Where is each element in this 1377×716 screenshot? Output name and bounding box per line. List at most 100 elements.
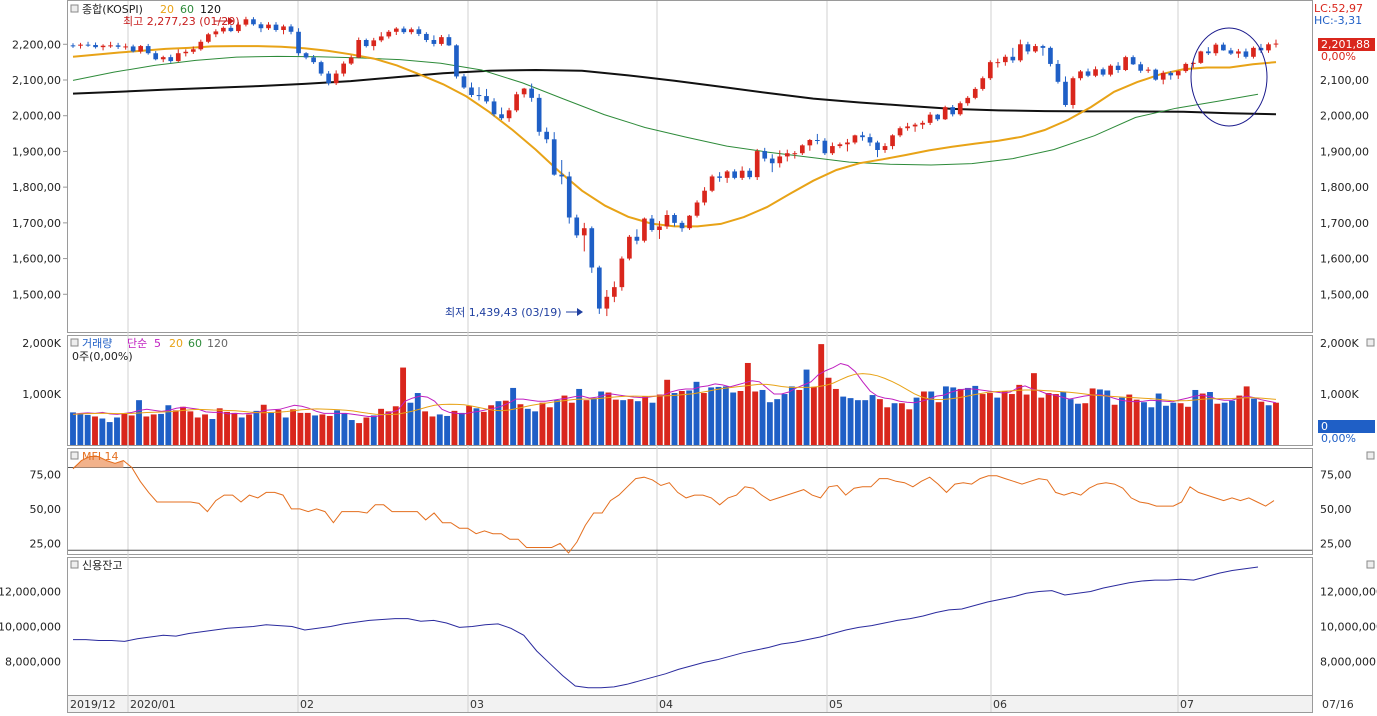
left-axis-strip [0,0,67,713]
candle-body [243,19,249,25]
candle-body [657,226,662,230]
volume-bar [165,405,172,445]
date-tick-label: 07 [1180,698,1194,711]
volume-status: 0주(0,00%) [72,350,133,363]
candle-body [1190,62,1196,64]
mfi-panel-toggle-icon[interactable] [70,451,79,460]
candle-body [183,51,189,54]
candle-body [957,103,963,115]
volume-bar [488,405,495,445]
price-legend-ma20: 20 [160,3,174,16]
candle-body [762,151,768,159]
credit-series [73,566,1259,689]
volume-panel-toggle-icon[interactable] [70,338,79,347]
candle-body [1175,71,1181,76]
volume-bar [92,416,98,445]
price-legend-ma120: 120 [200,3,221,16]
candle-body [326,73,331,84]
candle-body [724,171,730,178]
price-panel[interactable] [67,0,1313,333]
candle-body [717,176,722,178]
volume-bar [1229,400,1235,445]
candle-body [258,24,264,29]
candle-body [965,97,971,104]
candle-body [897,128,903,136]
mfi-panel-close-icon[interactable] [1366,451,1375,460]
volume-bar [1199,393,1206,445]
volume-bar [605,392,612,445]
candle-body [78,44,83,46]
price-panel-toggle-icon[interactable] [70,4,79,13]
volume-bar [1163,405,1169,445]
credit-panel-toggle-icon[interactable] [70,560,79,569]
volume-tick-label-right: 2,000K [1320,337,1359,350]
candle-body [1002,56,1008,63]
volume-moving-averages [72,362,1277,417]
volume-tick-label: 2,000K [22,337,61,350]
volume-bar [730,392,737,445]
volume-bar [1016,384,1023,445]
volume-current-percent: 0,00% [1321,432,1356,445]
volume-bar [722,386,729,445]
volume-bar [950,387,957,445]
candle-body [890,135,895,147]
volume-bar [121,413,128,445]
candle-body [566,176,572,218]
candle-body [175,53,181,62]
ma120-line [72,68,1277,116]
volume-bar [341,413,348,445]
volume-bar [620,400,627,445]
volume-bar [275,409,282,445]
candle-body [484,96,489,102]
credit-panel-close-icon[interactable] [1366,560,1375,569]
volume-bar [810,386,817,445]
candle-body [642,218,647,241]
volume-bar [143,416,150,445]
volume-bar [451,410,458,445]
candle-body [672,215,677,223]
candle-body [378,36,384,41]
candle-body [446,37,452,46]
volume-bar [1155,393,1162,445]
volume-bar [385,411,392,445]
candle-body [980,78,986,89]
volume-bar [1177,403,1184,445]
volume-bar [539,402,546,445]
mfi-tick-label-right: 50,00 [1320,503,1352,516]
volume-bar [891,403,898,445]
volume-current-value: 0 [1321,420,1328,433]
candle-body [1108,65,1113,75]
candle-body [1183,63,1189,72]
price-tick-label: 2,100,00 [12,74,61,87]
candle-body [1138,64,1143,71]
volume-bar [744,362,751,445]
credit-panel[interactable] [67,557,1313,696]
volume-panel-close-icon[interactable] [1366,338,1375,347]
candle-body [1221,44,1226,51]
mfi-panel[interactable] [67,448,1313,555]
volume-bar [444,415,451,445]
volume-bar [172,410,179,445]
volume-y-axis: 2,000K 2,000K 1,000K 1,000K [22,337,1359,401]
candle-body [1033,46,1038,52]
mfi-tick-label-right: 75,00 [1320,468,1352,481]
volume-bar [700,393,707,445]
volume-bar [158,413,164,445]
volume-bar [928,391,935,445]
volume-bar [290,409,296,445]
volume-bar [436,414,443,445]
candle-body [627,236,632,259]
lc-label: LC:52,97 [1314,2,1363,15]
price-tick-label-right: 1,800,00 [1320,181,1369,194]
candle-body [454,45,459,77]
candle-body [1236,51,1241,54]
volume-bar [935,402,942,445]
volume-bar [136,400,142,445]
month-gridlines [127,1,1179,712]
candle-body [431,40,437,44]
volume-bar [840,396,847,445]
volume-bar [869,395,876,445]
volume-bar [1251,398,1257,445]
candle-body [920,122,925,125]
